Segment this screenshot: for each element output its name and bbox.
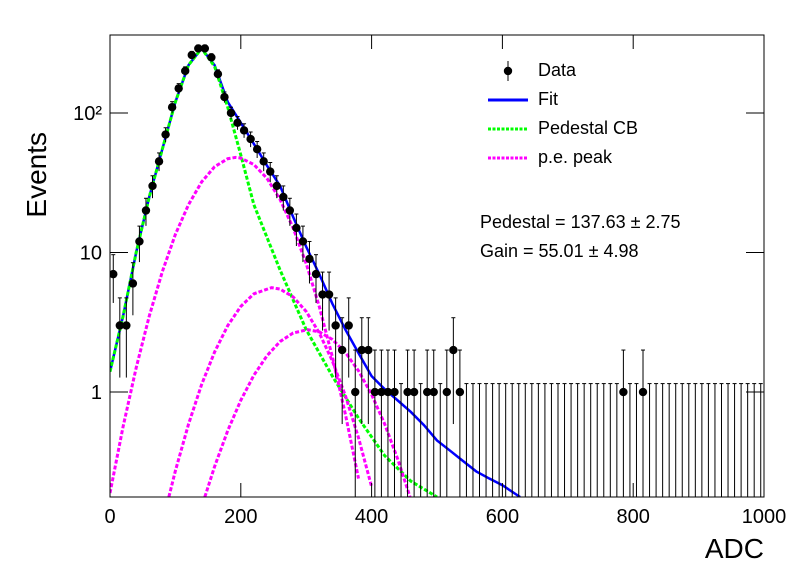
legend-label: Data	[538, 60, 577, 80]
legend-label: p.e. peak	[538, 147, 613, 167]
x-tick-label: 1000	[742, 506, 787, 528]
data-point	[344, 321, 353, 330]
data-point	[403, 387, 412, 397]
fit-curve	[110, 155, 360, 494]
data-point	[233, 118, 242, 128]
data-point	[200, 44, 210, 53]
data-point	[305, 254, 314, 264]
data-point	[207, 53, 216, 62]
x-axis-title: ADC	[705, 533, 764, 564]
data-point	[122, 321, 131, 330]
x-tick-label: 0	[104, 506, 115, 528]
data-point	[422, 387, 432, 397]
data-point	[442, 387, 452, 397]
legend-label: Pedestal CB	[538, 118, 638, 138]
data-point	[279, 192, 288, 202]
data-point	[194, 44, 203, 53]
data-point	[351, 387, 360, 397]
data-point	[252, 144, 262, 154]
data-point	[449, 345, 458, 355]
data-point	[167, 102, 177, 112]
frame	[109, 34, 765, 498]
y-tick-label: 10	[80, 243, 102, 265]
data-point	[318, 290, 327, 299]
data-point	[298, 237, 308, 246]
data-point	[337, 345, 347, 355]
data-point	[377, 387, 386, 397]
plot-area	[110, 44, 763, 497]
y-tick-label: 10²	[73, 103, 102, 125]
data-point	[619, 387, 628, 397]
fit-curve	[167, 286, 374, 497]
data-point	[364, 345, 373, 355]
data-point	[161, 130, 170, 139]
data-point	[148, 181, 157, 191]
data-point	[331, 321, 340, 330]
data-point	[239, 126, 249, 135]
data-point	[383, 387, 393, 397]
data-point	[154, 157, 164, 166]
data-point	[266, 167, 275, 176]
data-point	[226, 108, 236, 118]
data-point	[220, 92, 229, 102]
data-point	[324, 290, 334, 299]
x-tick-label: 800	[617, 506, 650, 528]
data-point	[311, 269, 321, 279]
fit-curve	[203, 328, 412, 497]
data-point	[370, 387, 380, 397]
y-axis-title: Events	[21, 132, 52, 218]
fit-curve	[110, 45, 438, 497]
annotation: Gain = 55.01 ± 4.98	[480, 241, 639, 261]
data-point	[213, 69, 223, 79]
x-tick-label: 600	[486, 506, 519, 528]
data-point	[187, 50, 196, 60]
data-point	[115, 321, 125, 330]
data-point	[429, 387, 438, 397]
data-point	[285, 206, 295, 215]
data-point	[292, 223, 301, 233]
data-point	[272, 181, 281, 191]
data-point	[409, 387, 419, 397]
data-point	[141, 206, 151, 215]
data-point	[181, 66, 190, 76]
data-point	[357, 345, 366, 355]
data-point	[110, 269, 118, 279]
data-point	[259, 157, 268, 166]
data-point	[638, 387, 648, 397]
data-point	[128, 279, 138, 288]
data-point	[135, 237, 144, 246]
x-tick-label: 400	[355, 506, 388, 528]
annotation: Pedestal = 137.63 ± 2.75	[480, 212, 681, 232]
legend-label: Fit	[538, 89, 558, 109]
x-tick-label: 200	[224, 506, 257, 528]
data-point	[174, 84, 183, 93]
y-tick-label: 1	[91, 382, 102, 404]
legend-marker	[503, 66, 513, 76]
data-point	[246, 134, 255, 144]
data-point	[455, 387, 465, 397]
legend: Data Fit Pedestal CB p.e. peak	[488, 60, 638, 167]
data-point	[390, 387, 399, 397]
